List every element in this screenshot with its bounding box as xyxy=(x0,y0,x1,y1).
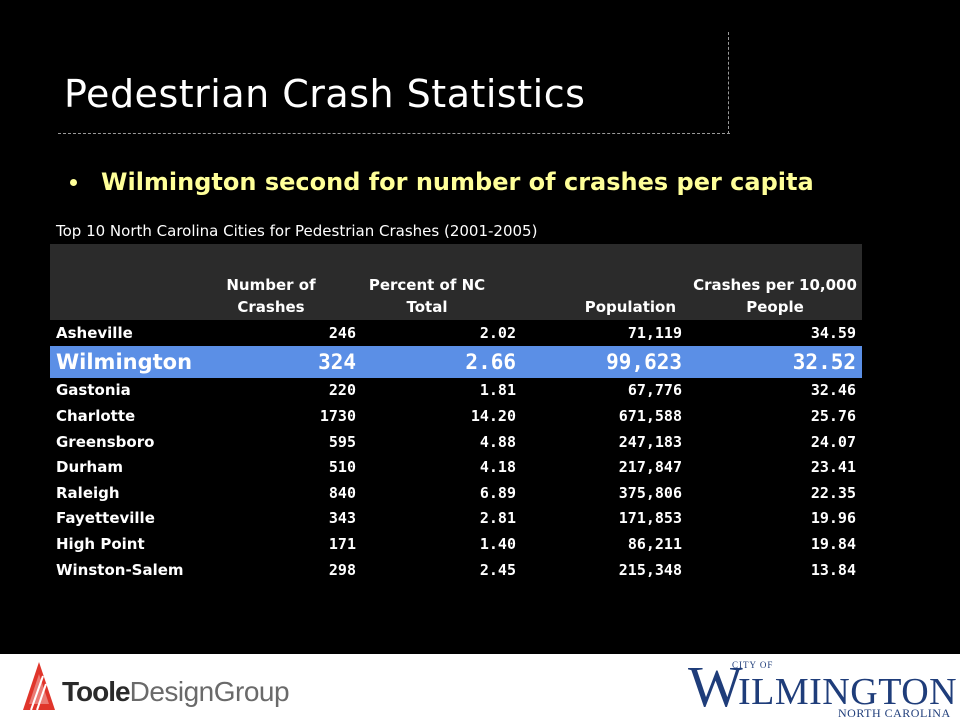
cell-crashes: 595 xyxy=(328,432,356,451)
cell-crashes-per-10000: 19.96 xyxy=(810,509,856,528)
table-body: Asheville 246 2.02 71,119 34.59 Wilmington 324… xyxy=(50,320,862,582)
table-row: Gastonia 220 1.81 67,776 32.46 xyxy=(50,378,862,404)
cell-crashes: 510 xyxy=(328,458,356,477)
wilmington-logo-initial: W xyxy=(688,654,743,719)
table-row: Greensboro 595 4.88 247,183 24.07 xyxy=(50,429,862,455)
cell-crashes: 246 xyxy=(328,323,356,342)
footer-bar: TooleDesignGroup W CITY OF ILMINGTON NOR… xyxy=(0,654,960,720)
cell-city: Fayetteville xyxy=(56,509,155,528)
cell-crashes-per-10000: 32.46 xyxy=(810,381,856,400)
cell-crashes: 171 xyxy=(328,534,356,553)
bullet-text: Wilmington second for number of crashes … xyxy=(101,168,814,196)
wilmington-logo-city-of: CITY OF xyxy=(732,660,774,670)
cell-city: Wilmington xyxy=(56,349,193,374)
cell-population: 99,623 xyxy=(606,349,682,374)
cell-city: Winston-Salem xyxy=(56,560,184,579)
table-row: Fayetteville 343 2.81 171,853 19.96 xyxy=(50,506,862,532)
cell-city: High Point xyxy=(56,534,145,553)
cell-city: Asheville xyxy=(56,323,133,342)
cell-crashes-per-10000: 25.76 xyxy=(810,406,856,425)
crash-statistics-table: Number of Crashes Percent of NC Total Po… xyxy=(50,244,862,582)
cell-population: 86,211 xyxy=(627,534,682,553)
cell-crashes: 324 xyxy=(318,349,356,374)
header-number-of-crashes: Number of Crashes xyxy=(226,276,316,316)
title-divider-vertical xyxy=(728,32,729,134)
cell-percent: 1.81 xyxy=(479,381,516,400)
cell-percent: 4.18 xyxy=(479,458,516,477)
cell-crashes-per-10000: 34.59 xyxy=(810,323,856,342)
table-row: High Point 171 1.40 86,211 19.84 xyxy=(50,531,862,557)
title-divider-horizontal xyxy=(58,133,730,134)
cell-city: Durham xyxy=(56,458,123,477)
cell-percent: 2.45 xyxy=(479,560,516,579)
header-city xyxy=(50,244,210,320)
cell-crashes-per-10000: 13.84 xyxy=(810,560,856,579)
cell-city: Charlotte xyxy=(56,406,136,425)
cell-city: Gastonia xyxy=(56,381,131,400)
cell-percent: 2.81 xyxy=(479,509,516,528)
cell-crashes-per-10000: 23.41 xyxy=(810,458,856,477)
table-row: Wilmington 324 2.66 99,623 32.52 xyxy=(50,345,862,378)
header-crashes-per-10000: Crashes per 10,000 People xyxy=(693,276,857,316)
cell-crashes-per-10000: 32.52 xyxy=(792,349,856,374)
bullet-point: Wilmington second for number of crashes … xyxy=(70,168,814,196)
city-of-wilmington-logo: W CITY OF ILMINGTON NORTH CAROLINA xyxy=(688,656,958,720)
cell-crashes-per-10000: 22.35 xyxy=(810,483,856,502)
cell-crashes: 220 xyxy=(328,381,356,400)
cell-population: 71,119 xyxy=(627,323,682,342)
table-row: Charlotte 1730 14.20 671,588 25.76 xyxy=(50,403,862,429)
bullet-dot-icon xyxy=(70,178,77,186)
table-row: Raleigh 840 6.89 375,806 22.35 xyxy=(50,480,862,506)
cell-population: 215,348 xyxy=(618,560,682,579)
slide-title: Pedestrian Crash Statistics xyxy=(64,72,586,116)
cell-percent: 14.20 xyxy=(470,406,516,425)
table-row: Durham 510 4.18 217,847 23.41 xyxy=(50,454,862,480)
cell-population: 217,847 xyxy=(618,458,682,477)
cell-population: 171,853 xyxy=(618,509,682,528)
cell-crashes-per-10000: 24.07 xyxy=(810,432,856,451)
cell-crashes: 840 xyxy=(328,483,356,502)
cell-percent: 2.02 xyxy=(479,323,516,342)
table-caption: Top 10 North Carolina Cities for Pedestr… xyxy=(56,222,538,240)
wilmington-logo-state: NORTH CAROLINA xyxy=(838,706,951,720)
cell-crashes: 298 xyxy=(328,560,356,579)
toole-design-group-logo: TooleDesignGroup xyxy=(22,660,290,712)
cell-percent: 6.89 xyxy=(479,483,516,502)
cell-percent: 2.66 xyxy=(465,349,516,374)
table-header-row: Number of Crashes Percent of NC Total Po… xyxy=(50,244,862,320)
cell-crashes-per-10000: 19.84 xyxy=(810,534,856,553)
cell-crashes: 343 xyxy=(328,509,356,528)
table-row: Asheville 246 2.02 71,119 34.59 xyxy=(50,320,862,346)
cell-population: 671,588 xyxy=(618,406,682,425)
wilmington-logo-name: ILMINGTON xyxy=(738,671,958,713)
toole-logo-wordmark: TooleDesignGroup xyxy=(62,676,290,707)
mountain-triangle-icon xyxy=(22,660,56,712)
cell-percent: 4.88 xyxy=(479,432,516,451)
header-population: Population xyxy=(584,298,676,316)
header-percent-of-nc-total: Percent of NC Total xyxy=(368,276,486,316)
cell-population: 375,806 xyxy=(618,483,682,502)
cell-crashes: 1730 xyxy=(319,406,356,425)
table-row: Winston-Salem 298 2.45 215,348 13.84 xyxy=(50,557,862,583)
cell-percent: 1.40 xyxy=(479,534,516,553)
cell-city: Greensboro xyxy=(56,432,155,451)
cell-city: Raleigh xyxy=(56,483,120,502)
cell-population: 247,183 xyxy=(618,432,682,451)
cell-population: 67,776 xyxy=(627,381,682,400)
